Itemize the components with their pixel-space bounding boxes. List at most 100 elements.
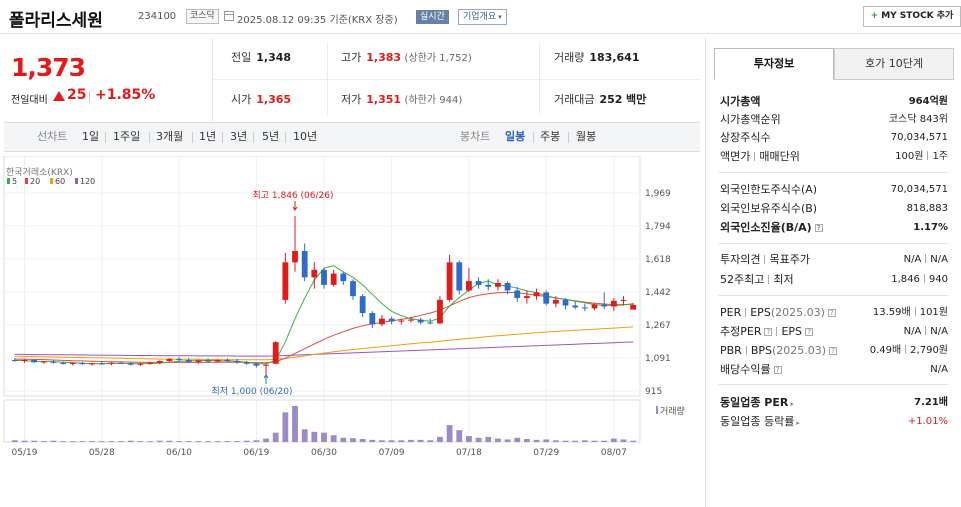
volume-bar [166,440,173,442]
max-arrow-icon [292,201,298,211]
candle-body [630,304,637,310]
divider [192,132,193,143]
volume: 거래량 183,641 [554,51,640,64]
industry-rate-row: 동일업종 등락률 ▸ +1.01% [720,415,948,428]
candle-body [176,359,182,361]
period-5y[interactable]: 5년 [262,130,280,143]
price-chart[interactable]: 05/19 05/28 06/10 06/19 06/30 07/09 07/18 07/29… [0,156,700,456]
volume-bar [523,439,530,442]
volume-bar [89,441,96,442]
diff-label: 전일대비 [11,95,48,106]
x-tick-label: 05/28 [89,448,115,456]
candle-body [108,362,115,364]
candle-body [359,296,366,314]
candle-body [620,299,627,301]
volume-bar [437,436,443,442]
corp-info-button[interactable]: 기업개요 ▾ [458,9,507,25]
tab-invest-info[interactable]: 투자정보 [714,48,834,80]
candle-body [263,364,269,366]
volume-bar [108,441,115,442]
volume-bar [446,425,453,442]
candle-body [185,360,192,362]
help-icon[interactable]: ? [827,309,836,317]
candle-body [456,262,463,291]
candle-body [301,251,308,278]
live-badge: 실시간 [416,10,449,24]
stock-name: 폴라리스세원 [9,11,103,31]
candle-body [214,360,221,362]
volume-bar [263,438,269,442]
candle-body [437,299,443,324]
period-weekly[interactable]: 주봉 [540,130,561,143]
caret-right-icon: ▸ [790,400,794,408]
x-tick-label: 07/09 [379,448,405,456]
volume-bar [630,440,637,442]
divider [149,132,150,143]
plus-icon: + [870,11,879,21]
period-3m[interactable]: 3개월 [156,130,184,143]
candle-body [417,319,424,323]
market-badge: 코스닥 [186,9,219,24]
volume-bar [543,439,550,442]
help-icon[interactable]: ? [814,224,823,232]
period-3y[interactable]: 3년 [230,130,248,143]
period-1d[interactable]: 1일 [82,130,100,143]
ma120-line [14,341,634,357]
max-annotation: 최고 1,846 (06/26) [253,190,334,201]
candle-body [69,363,76,365]
volume-bar [552,440,559,442]
volume-bar [243,440,250,442]
quote-grid: 전일 1,348 고가 1,383 (상한가 1,752) 거래량 183,641 시… [212,38,701,121]
period-1w[interactable]: 1주일 [113,130,141,143]
help-icon[interactable]: ? [805,328,814,336]
shares-row: 상장주식수 70,034,571 [720,131,948,144]
help-icon[interactable]: ? [773,366,782,374]
volume-legend-swatch [656,406,658,414]
candle-body [485,284,492,287]
foreign-hold-row: 외국인보유주식수(B) 818,883 [720,202,948,215]
candle-body [350,281,356,297]
per-row: PER EPS(2025.03)? 13.59배 101원 [720,306,948,319]
invest-info-panel: 투자정보 호가 10단계 시가총액 964억원 시가총액순위 코스닥 843위 상장… [705,38,961,507]
period-daily[interactable]: 일봉 [505,130,526,143]
add-mystock-button[interactable]: + MY STOCK 추가 [863,6,961,27]
volume-bar [272,432,279,442]
price-change-pct: +1.85% [95,87,156,103]
volume-bar [562,440,569,442]
legend-swatch [7,178,10,184]
help-icon[interactable]: ? [829,347,838,355]
help-icon[interactable]: ? [764,328,773,336]
dividend-row: 배당수익률? N/A [720,363,948,376]
candle-body [495,282,501,287]
candle-body [562,299,569,306]
y-tick-label: 1,442 [645,288,671,298]
y-tick-label: 1,267 [645,321,671,331]
candle-body [137,363,144,365]
period-monthly[interactable]: 월봉 [576,130,597,143]
candle-body [330,273,337,285]
divider [718,243,948,244]
candle-body [408,319,414,321]
period-1y[interactable]: 1년 [199,130,217,143]
x-tick-label: 06/30 [311,448,337,456]
info-tabs: 투자정보 호가 10단계 [714,48,954,80]
chevron-down-icon: ▾ [498,13,502,21]
volume-bar [214,441,221,442]
divider [568,132,569,143]
candle-body [205,360,211,362]
tab-orderbook[interactable]: 호가 10단계 [834,48,954,80]
y-tick-label: 1,794 [645,222,671,232]
divider [222,132,223,143]
volume-bar [195,441,202,442]
candle-body [398,320,405,322]
volume-bar [156,440,163,442]
volume-bar [591,440,598,442]
caret-right-icon: ▸ [796,419,800,427]
y-tick-label: 1,969 [645,189,671,199]
period-10y[interactable]: 10년 [293,130,318,143]
volume-bar [50,440,57,442]
x-tick-label: 07/29 [533,448,559,456]
divider [718,172,948,173]
volume-bar [466,436,472,442]
candle-body [40,361,47,363]
